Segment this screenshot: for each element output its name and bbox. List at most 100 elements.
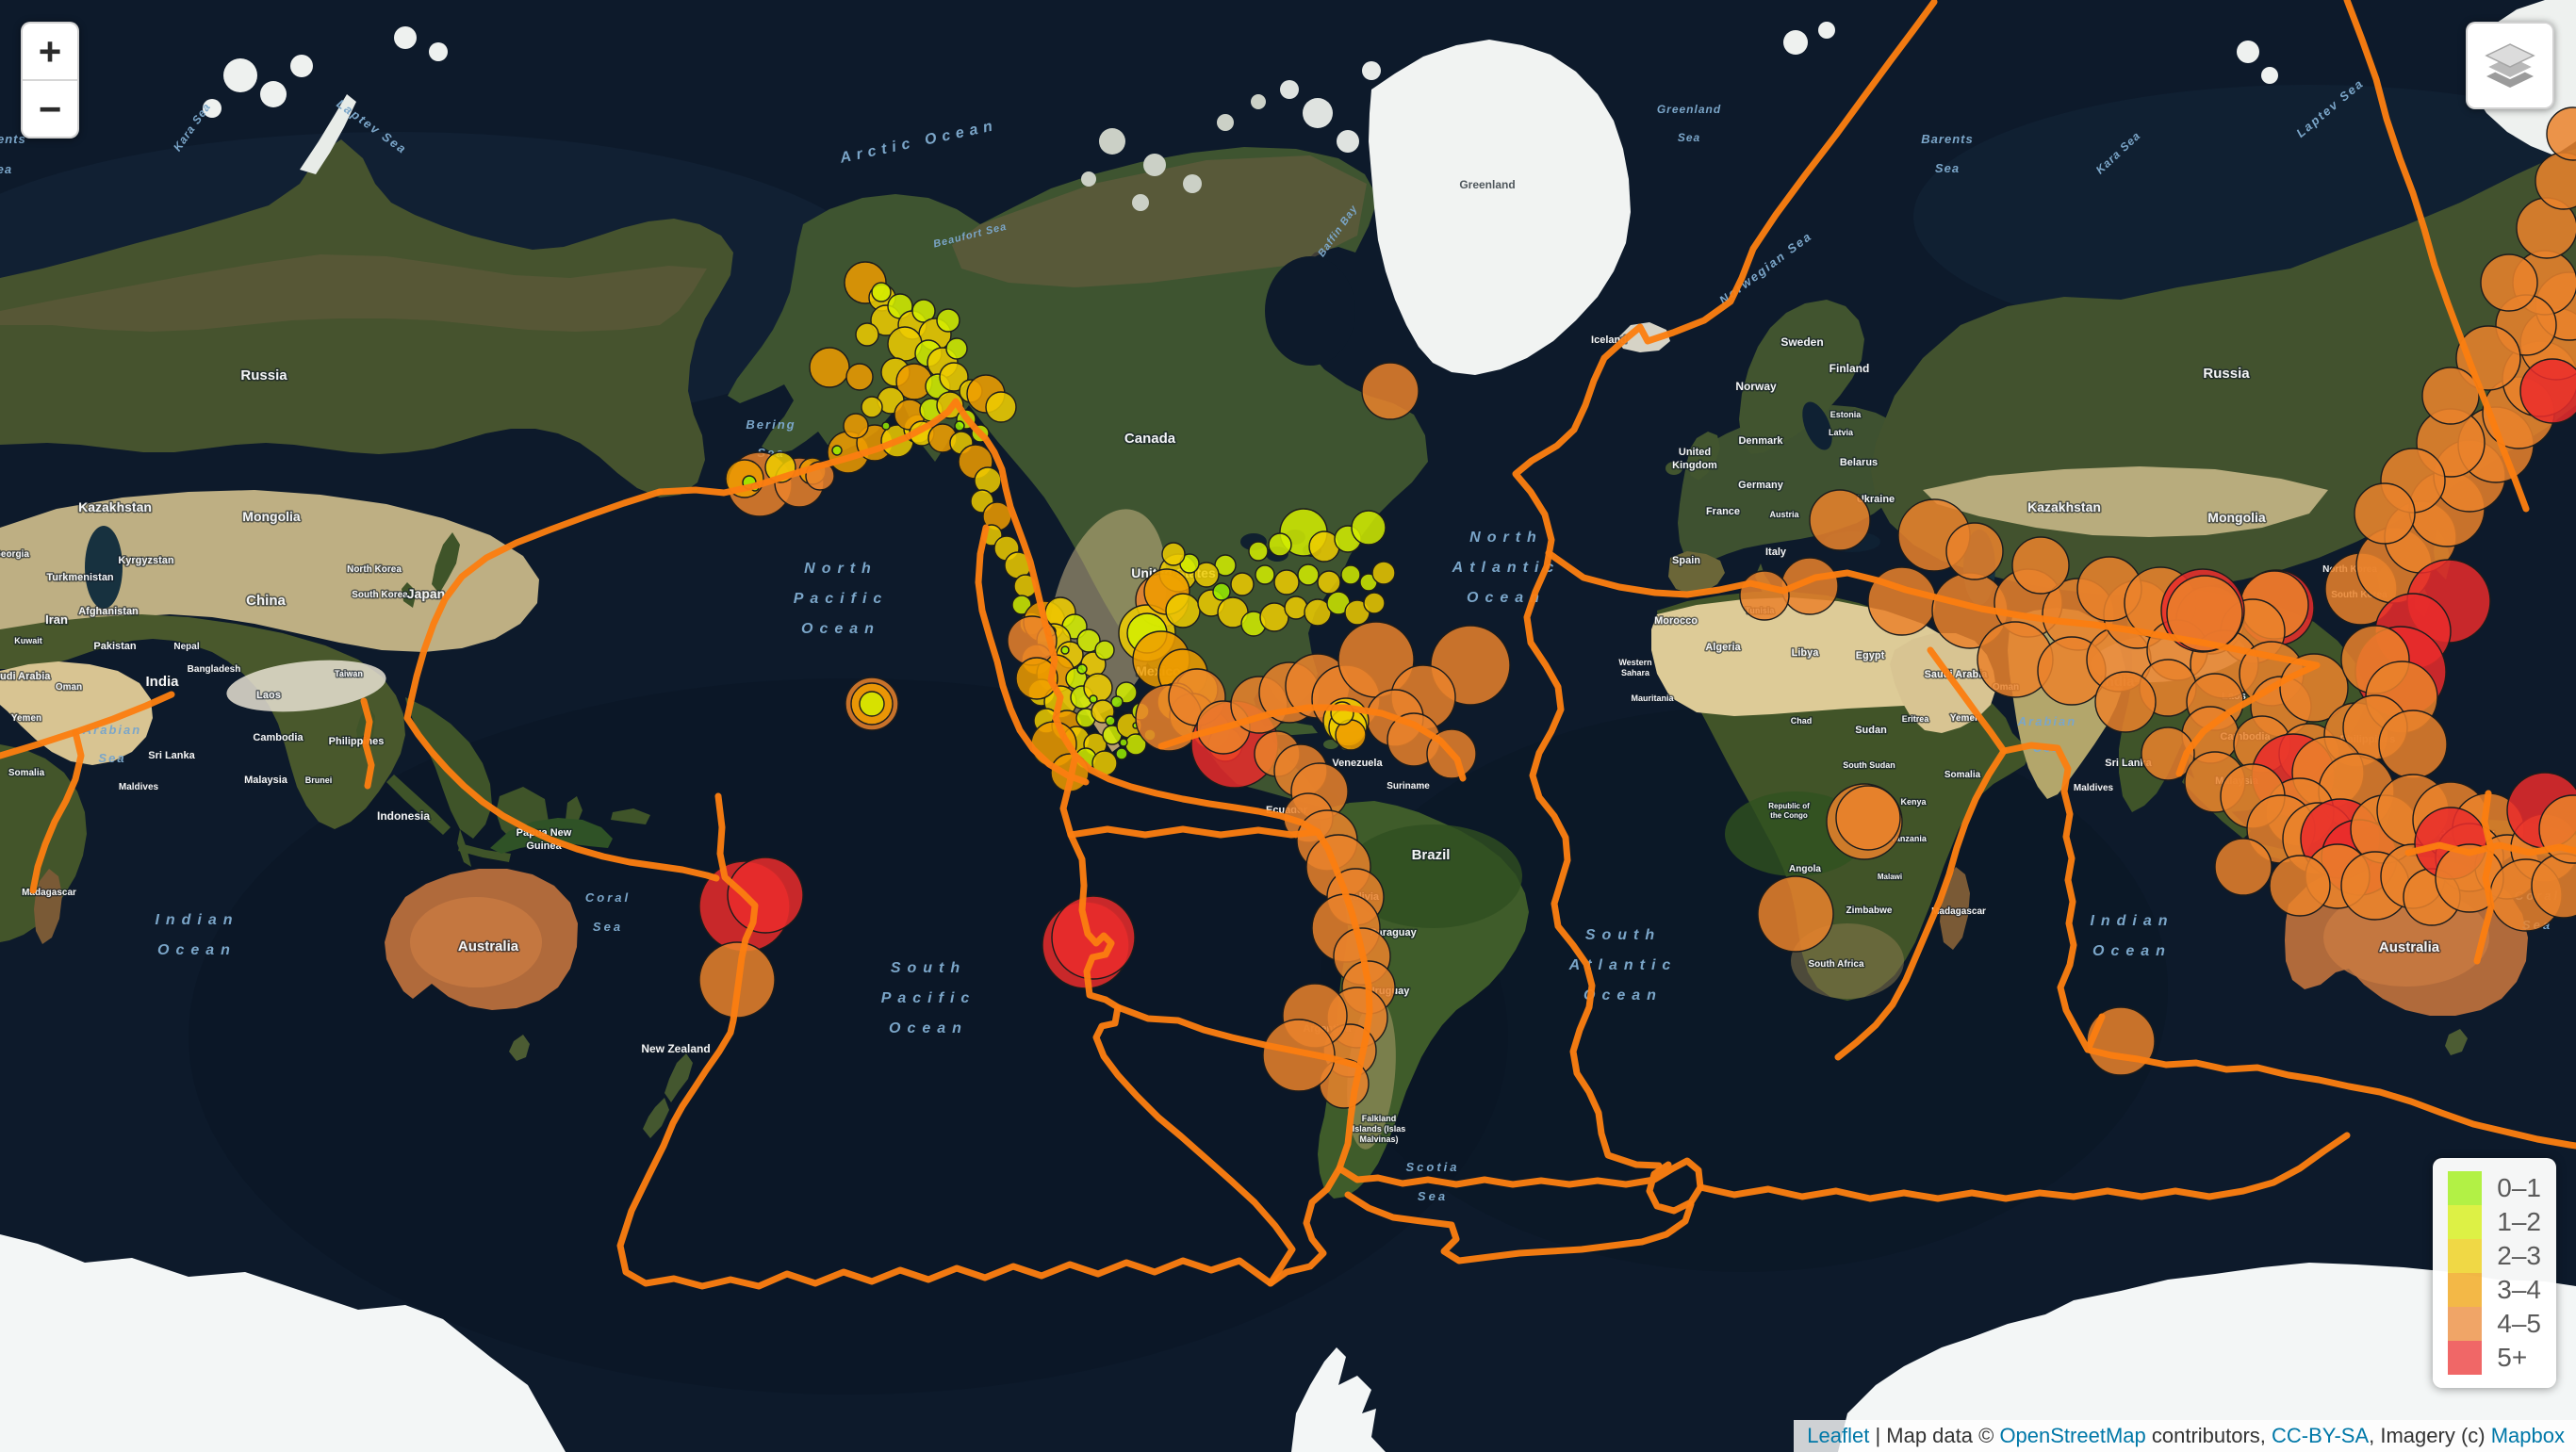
earthquake-marker[interactable] [1115, 747, 1128, 760]
sea-label: Scotia Sea [1405, 1160, 1459, 1203]
zoom-in-button[interactable]: + [23, 24, 77, 81]
earthquake-marker[interactable] [945, 337, 968, 360]
earthquake-marker[interactable] [1161, 542, 1186, 566]
country-label: Australia [458, 938, 519, 954]
earthquake-marker[interactable] [985, 391, 1017, 423]
earthquake-marker[interactable] [1317, 570, 1341, 595]
earthquake-marker[interactable] [1351, 510, 1386, 546]
country-label: North Korea [347, 564, 402, 575]
earthquake-marker[interactable] [2086, 1006, 2156, 1076]
earthquake-marker[interactable] [1011, 595, 1032, 615]
zoom-out-button[interactable]: − [38, 86, 62, 131]
earthquake-marker[interactable] [1757, 875, 1834, 953]
earthquake-marker[interactable] [1076, 663, 1088, 675]
layers-control-button[interactable] [2466, 22, 2554, 109]
earthquake-marker[interactable] [845, 363, 874, 391]
earthquake-marker[interactable] [2519, 358, 2576, 424]
earthquake-marker[interactable] [871, 282, 892, 302]
country-label: Suriname [1386, 781, 1430, 791]
earthquake-marker[interactable] [831, 445, 843, 456]
earthquake-marker[interactable] [1284, 595, 1308, 620]
earthquake-marker[interactable] [1248, 541, 1269, 562]
earthquake-marker[interactable] [1363, 592, 1386, 614]
earthquake-marker[interactable] [1259, 602, 1289, 632]
earthquake-marker[interactable] [855, 322, 879, 347]
plate-boundaries [0, 0, 2576, 1290]
earthquake-marker[interactable] [1193, 562, 1220, 588]
earthquake-marker[interactable] [1945, 522, 2004, 580]
country-label: Somalia [8, 768, 45, 778]
earthquake-marker[interactable] [1835, 785, 1901, 851]
earthquake-marker[interactable] [1809, 489, 1871, 551]
earthquake-marker[interactable] [1371, 561, 1396, 585]
earthquake-marker[interactable] [1060, 645, 1070, 655]
plate-boundary-line [2473, 790, 2495, 965]
earthquake-marker[interactable] [1255, 564, 1275, 585]
earthquake-marker[interactable] [2354, 482, 2416, 545]
earthquake-marker[interactable] [1273, 569, 1300, 595]
earthquake-marker[interactable] [881, 421, 891, 431]
earthquake-marker[interactable] [974, 466, 1002, 495]
earthquake-marker[interactable] [2546, 106, 2576, 161]
earthquake-marker[interactable] [1304, 598, 1332, 627]
country-label: Pakistan [93, 641, 137, 652]
earthquake-marker[interactable] [727, 857, 804, 934]
legend-row: 4–5 [2448, 1307, 2541, 1341]
earthquake-marker[interactable] [1015, 657, 1058, 700]
earthquake-marker[interactable] [809, 347, 850, 388]
earthquake-marker[interactable] [2214, 838, 2272, 896]
earthquake-marker[interactable] [1212, 582, 1231, 601]
earthquake-marker[interactable] [2421, 367, 2480, 425]
country-label: Kenya [1900, 797, 1927, 807]
plate-boundary-line [1545, 549, 2321, 777]
earthquake-marker[interactable] [1262, 1019, 1336, 1092]
earthquake-marker[interactable] [861, 396, 883, 418]
attribution-link[interactable]: CC-BY-SA [2272, 1424, 2370, 1447]
earthquake-marker[interactable] [2166, 575, 2243, 652]
earthquake-marker[interactable] [1361, 362, 1419, 420]
earthquake-marker[interactable] [2094, 671, 2157, 733]
earthquake-marker[interactable] [1076, 628, 1101, 653]
plate-boundary-line [1114, 1003, 1358, 1069]
earthquake-marker[interactable] [859, 691, 885, 717]
country-label: Ukraine [1857, 494, 1895, 505]
earthquake-marker[interactable] [1089, 694, 1098, 704]
earthquake-marker[interactable] [1268, 532, 1292, 557]
earthquake-marker[interactable] [936, 308, 960, 333]
earthquake-marker[interactable] [1340, 564, 1361, 585]
legend-label: 0–1 [2497, 1173, 2541, 1202]
country-label: Malawi [1878, 873, 1902, 881]
earthquake-marker[interactable] [2480, 253, 2538, 312]
country-label: China [246, 593, 286, 609]
earthquake-marker[interactable] [2011, 536, 2070, 595]
sea-label: Indian Ocean [2090, 913, 2174, 959]
earthquake-marker[interactable] [1110, 695, 1124, 709]
country-label: Angola [1789, 864, 1821, 874]
attribution-link[interactable]: Mapbox [2490, 1424, 2565, 1447]
country-label: Oman [56, 682, 82, 693]
earthquake-marker[interactable] [1119, 738, 1128, 747]
attribution-link[interactable]: OpenStreetMap [1999, 1424, 2146, 1447]
country-label: Germany [1738, 480, 1784, 491]
earthquake-marker[interactable] [1094, 640, 1115, 661]
earthquake-marker[interactable] [1297, 563, 1320, 586]
country-label: Mongolia [242, 509, 301, 524]
plate-boundary-line [656, 398, 1373, 1287]
plate-boundary-line [403, 488, 720, 882]
attribution-link[interactable]: Leaflet [1807, 1424, 1870, 1447]
country-label: Mauritania [1631, 693, 1674, 703]
earthquake-marker[interactable] [939, 362, 969, 392]
earthquake-marker[interactable] [2269, 855, 2331, 917]
earthquake-marker[interactable] [954, 420, 965, 432]
earthquake-marker[interactable] [1739, 570, 1790, 621]
country-label: Mongolia [2207, 510, 2266, 525]
plate-boundary-line [0, 691, 175, 759]
earthquake-marker[interactable] [2378, 710, 2448, 779]
earthquake-marker[interactable] [1105, 715, 1116, 726]
earthquake-marker[interactable] [843, 413, 869, 439]
earthquake-marker[interactable] [1083, 673, 1113, 703]
earthquake-marker[interactable] [1230, 572, 1255, 596]
earthquake-marker[interactable] [1165, 593, 1201, 628]
